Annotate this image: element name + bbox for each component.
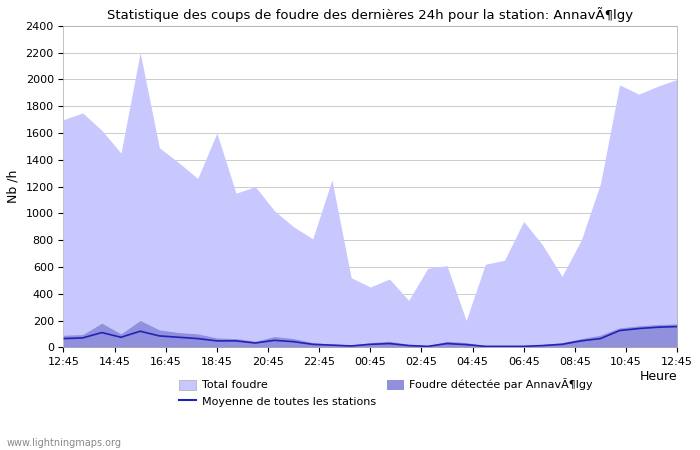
Text: www.lightningmaps.org: www.lightningmaps.org bbox=[7, 438, 122, 448]
Y-axis label: Nb /h: Nb /h bbox=[7, 170, 20, 203]
Legend: Total foudre, Moyenne de toutes les stations, Foudre détectée par AnnavÃ¶lgy: Total foudre, Moyenne de toutes les stat… bbox=[179, 378, 593, 407]
Title: Statistique des coups de foudre des dernières 24h pour la station: AnnavÃ¶lgy: Statistique des coups de foudre des dern… bbox=[107, 7, 634, 22]
Text: Heure: Heure bbox=[640, 370, 677, 383]
